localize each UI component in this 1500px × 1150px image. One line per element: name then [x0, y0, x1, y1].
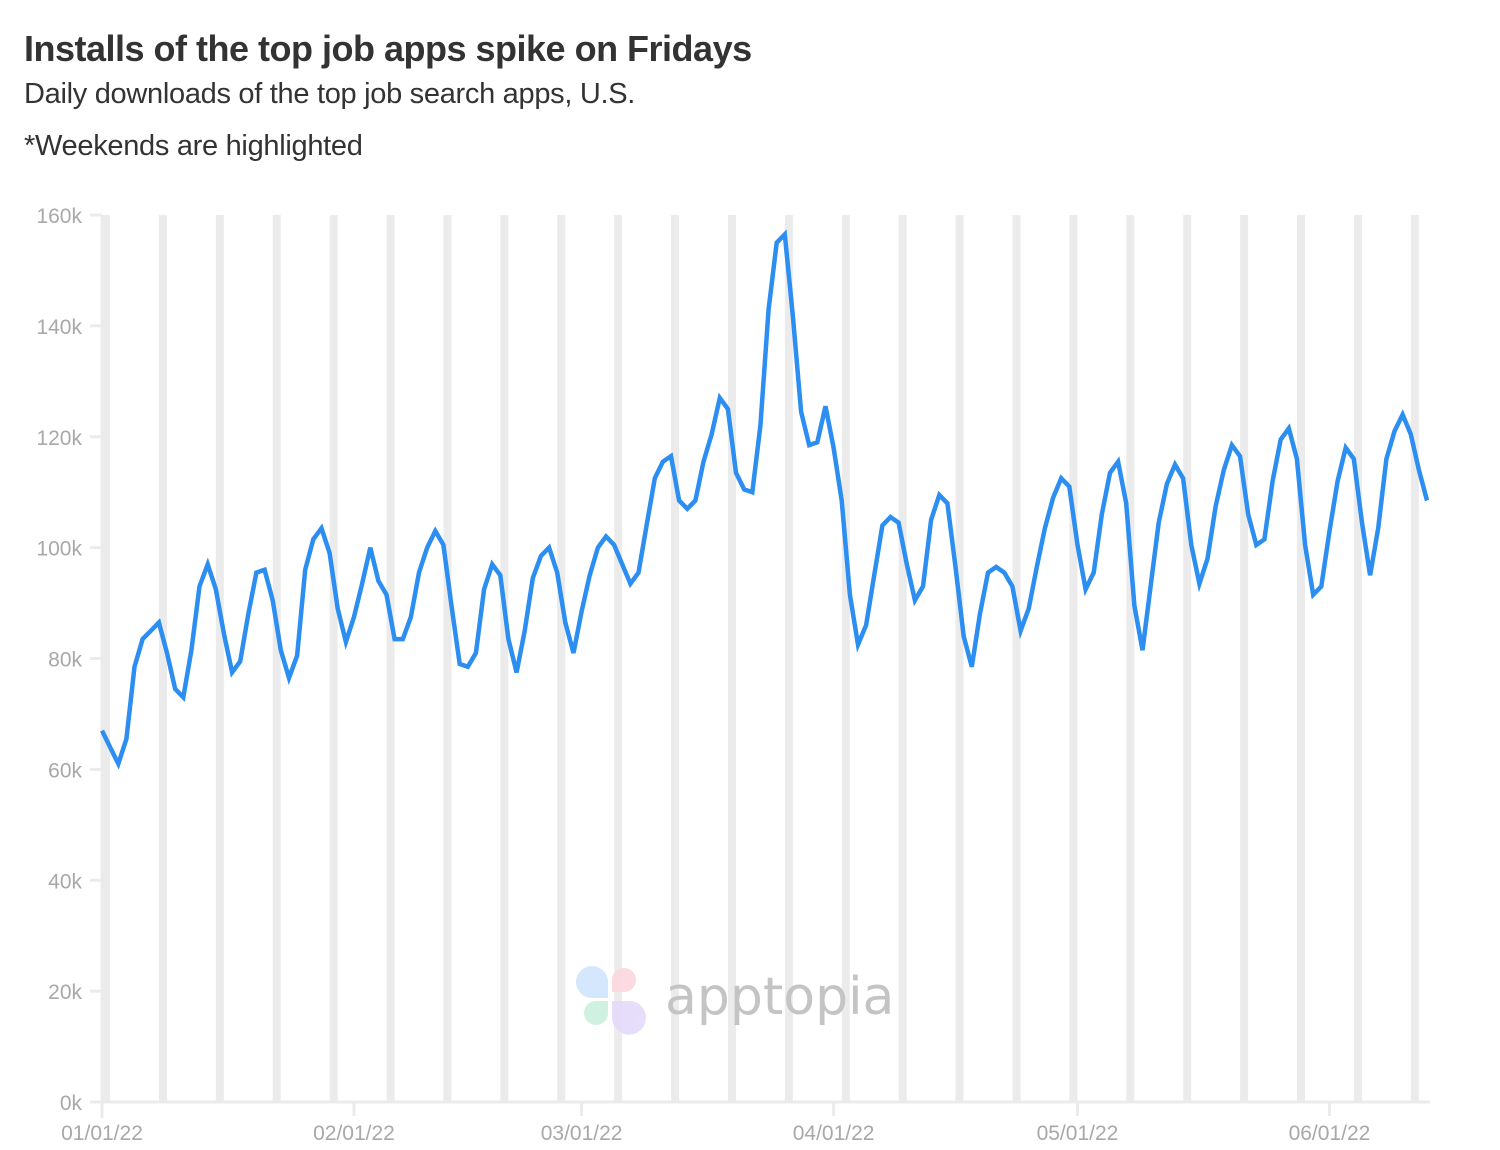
downloads-line	[99, 229, 1430, 770]
weekend-band	[898, 215, 907, 1102]
weekend-note: *Weekends are highlighted	[24, 130, 363, 162]
x-tick-label: 06/01/22	[1289, 1122, 1371, 1145]
weekend-bands	[102, 215, 1419, 1102]
weekend-band	[1410, 215, 1419, 1102]
apptopia-watermark: apptopia	[576, 966, 894, 1035]
y-tick-label: 20k	[48, 981, 82, 1004]
chart-subtitle: Daily downloads of the top job search ap…	[24, 78, 636, 110]
x-tick-label: 01/01/22	[61, 1122, 143, 1145]
weekend-band	[1240, 215, 1249, 1102]
weekend-band	[727, 215, 736, 1102]
weekend-band	[102, 215, 111, 1102]
chart-title: Installs of the top job apps spike on Fr…	[24, 28, 752, 69]
weekend-band	[614, 215, 623, 1102]
weekend-band	[1183, 215, 1192, 1102]
weekend-band	[784, 215, 793, 1102]
weekend-band	[841, 215, 850, 1102]
y-tick-label: 60k	[48, 759, 82, 782]
x-axis: 01/01/22 02/01/22 03/01/22 04/01/22 05/01/22…	[61, 1100, 1430, 1145]
y-tick-label: 160k	[36, 205, 82, 228]
weekend-band	[386, 215, 395, 1102]
y-tick-label: 80k	[48, 649, 82, 672]
weekend-band	[1069, 215, 1078, 1102]
weekend-band	[1126, 215, 1135, 1102]
apptopia-logo-icon	[576, 966, 646, 1035]
weekend-band	[329, 215, 338, 1102]
weekend-band	[272, 215, 281, 1102]
y-tick-label: 0k	[60, 1092, 83, 1115]
weekend-band	[1353, 215, 1362, 1102]
y-tick-label: 140k	[36, 316, 82, 339]
weekend-band	[158, 215, 167, 1102]
weekend-band	[557, 215, 566, 1102]
y-axis: 0k 20k 40k 60k 80k 100k 120k 140k 160k	[36, 205, 104, 1118]
y-tick-label: 40k	[48, 870, 82, 893]
y-tick-label: 120k	[36, 427, 82, 450]
apptopia-wordmark: apptopia	[665, 967, 894, 1027]
x-tick-label: 03/01/22	[541, 1122, 623, 1145]
weekend-band	[1012, 215, 1021, 1102]
weekend-band	[443, 215, 452, 1102]
weekend-band	[500, 215, 509, 1102]
y-tick-label: 100k	[36, 538, 82, 561]
weekend-band	[955, 215, 964, 1102]
weekend-band	[215, 215, 224, 1102]
weekend-band	[1297, 215, 1306, 1102]
x-tick-label: 05/01/22	[1037, 1122, 1119, 1145]
weekend-band	[671, 215, 680, 1102]
x-tick-label: 02/01/22	[313, 1122, 395, 1145]
x-tick-label: 04/01/22	[793, 1122, 875, 1145]
